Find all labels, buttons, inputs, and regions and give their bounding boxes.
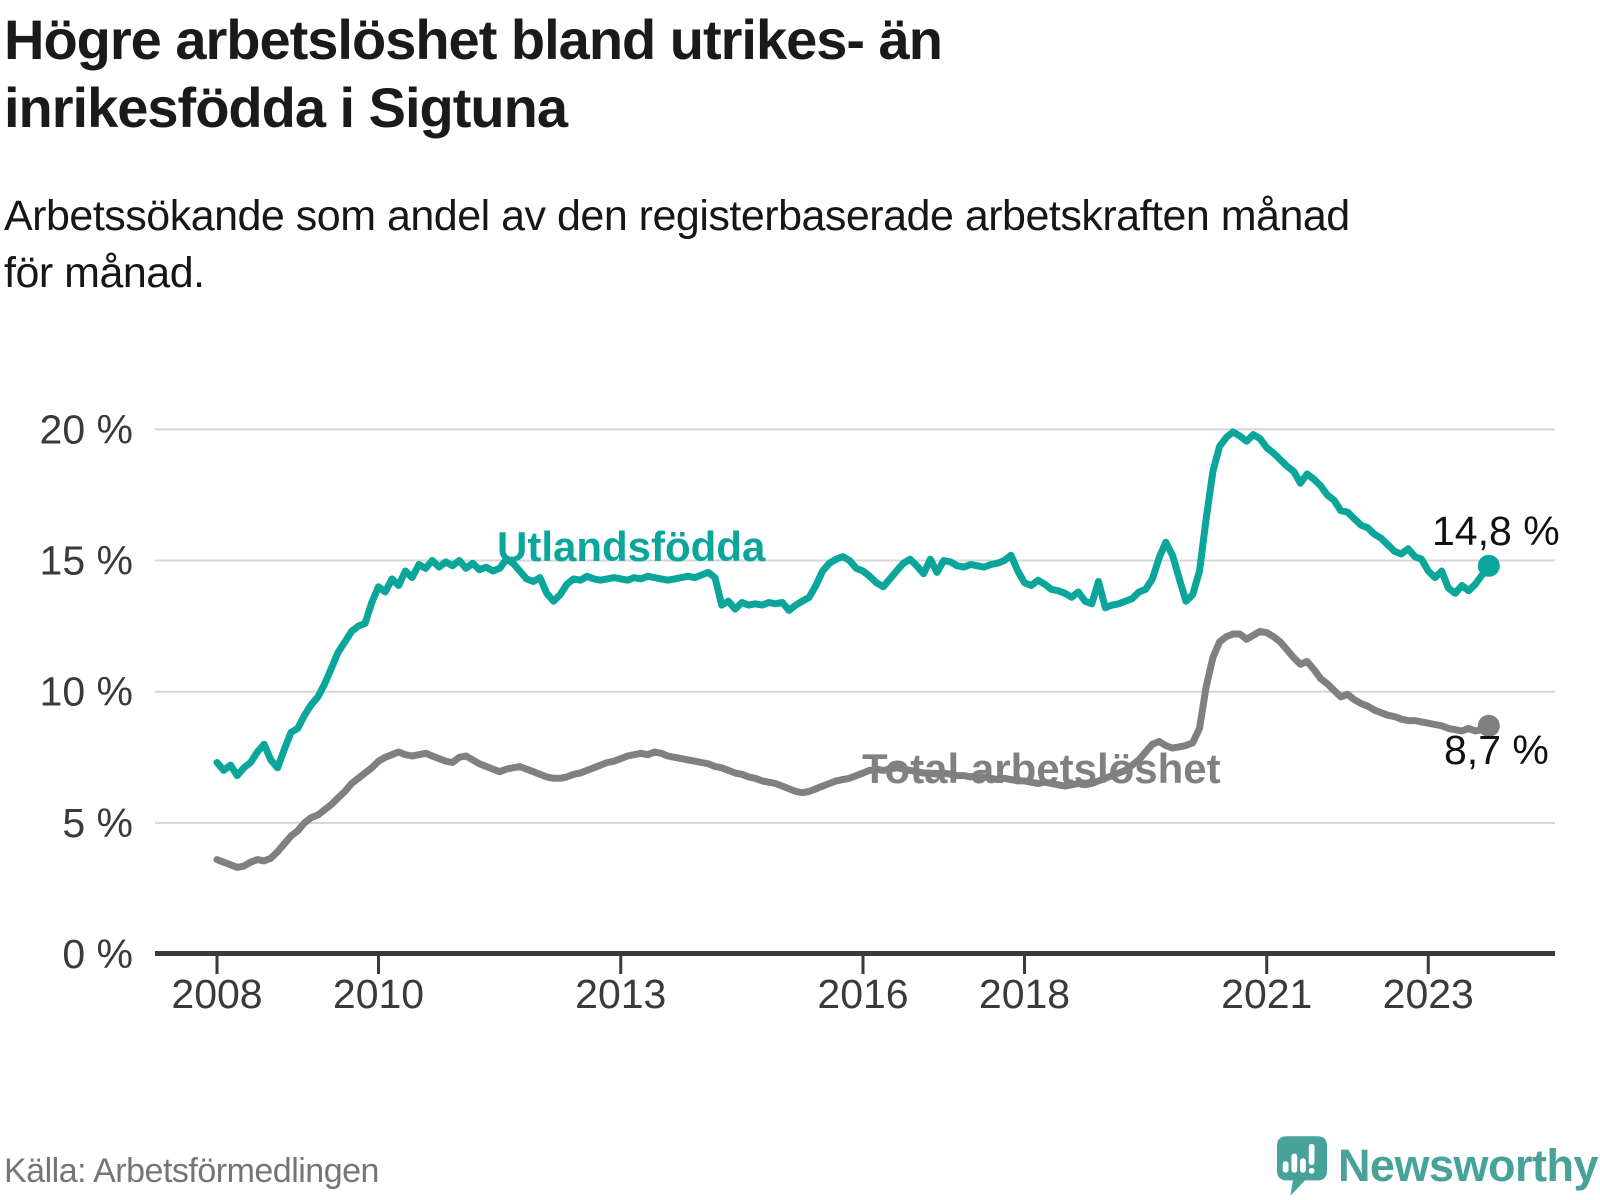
source-note: Källa: Arbetsförmedlingen (4, 1152, 379, 1190)
series-end-dot-utlandsfodda (1477, 554, 1500, 577)
x-tick-label: 2010 (333, 971, 424, 1017)
page-subtitle: Arbetssökande som andel av den registerb… (4, 188, 1350, 302)
x-tick-label: 2008 (171, 971, 262, 1017)
x-tick-label: 2016 (817, 971, 908, 1017)
newsworthy-logo-icon (1276, 1136, 1327, 1196)
title-line-1: Högre arbetslöshet bland utrikes- än (4, 8, 943, 71)
y-tick-label: 15 % (40, 538, 133, 584)
y-tick-label: 0 % (62, 931, 133, 977)
x-tick-label: 2013 (575, 971, 666, 1017)
series-label-utlandsfodda: Utlandsfödda (497, 523, 766, 570)
x-tick-label: 2023 (1383, 971, 1474, 1017)
series-end-dot-total (1477, 714, 1500, 737)
page-title: Högre arbetslöshet bland utrikes- än inr… (4, 6, 943, 142)
subtitle-line-2: för månad. (4, 249, 205, 297)
y-tick-label: 20 % (40, 406, 133, 452)
end-value-label-utlandsfodda: 14,8 % (1432, 508, 1560, 554)
y-tick-label: 10 % (40, 669, 133, 715)
end-value-label-total: 8,7 % (1444, 727, 1549, 773)
x-tick-label: 2021 (1221, 971, 1312, 1017)
title-line-2: inrikesfödda i Sigtuna (4, 76, 568, 139)
newsworthy-logo: Newsworthy (1276, 1136, 1599, 1196)
subtitle-line-1: Arbetssökande som andel av den registerb… (4, 192, 1350, 240)
newsworthy-logo-text: Newsworthy (1337, 1140, 1599, 1191)
series-label-total: Total arbetslöshet (862, 745, 1221, 792)
x-axis-line (155, 951, 1555, 956)
series-line-utlandsfodda (213, 428, 1493, 780)
y-tick-label: 5 % (62, 800, 133, 846)
series-line-total (213, 627, 1493, 871)
x-tick-label: 2018 (979, 971, 1070, 1017)
